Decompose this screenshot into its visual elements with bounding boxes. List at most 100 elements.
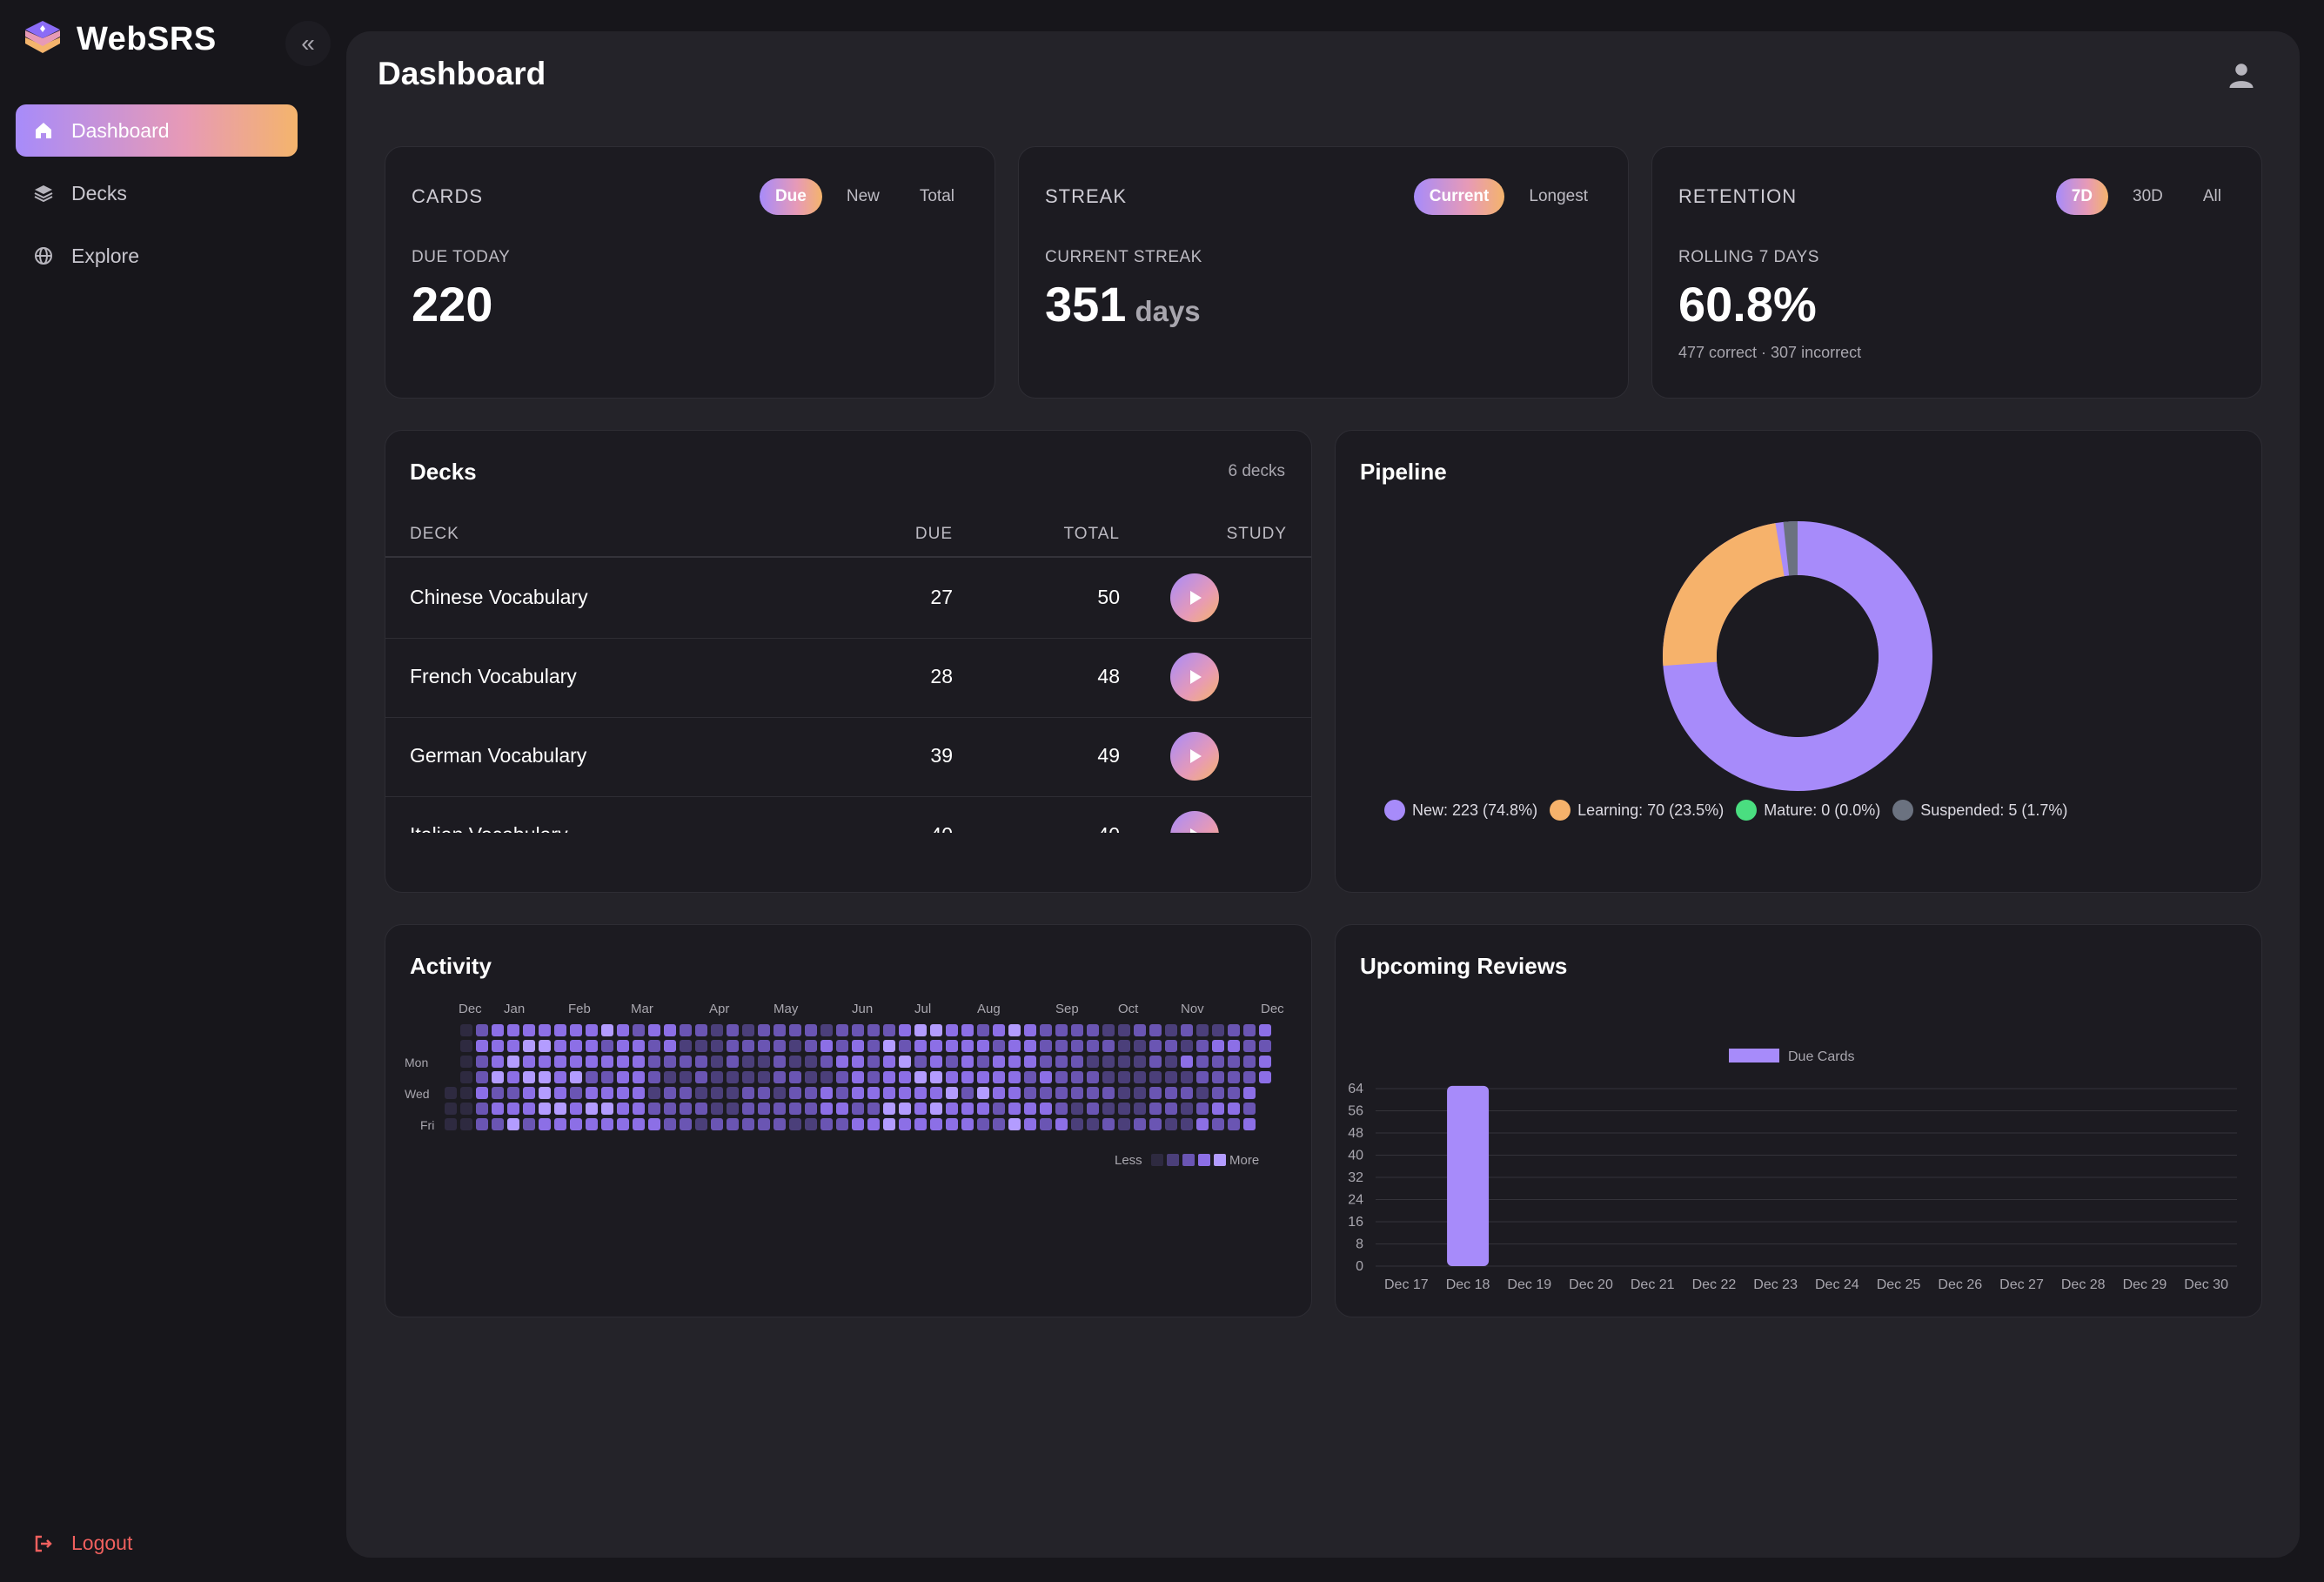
tab-new[interactable]: New (846, 187, 880, 205)
heatmap-cell[interactable] (664, 1071, 676, 1083)
heatmap-cell[interactable] (711, 1040, 723, 1052)
heatmap-cell[interactable] (633, 1056, 645, 1068)
heatmap-cell[interactable] (476, 1071, 488, 1083)
heatmap-cell[interactable] (1165, 1118, 1177, 1130)
heatmap-cell[interactable] (1134, 1024, 1146, 1036)
heatmap-cell[interactable] (1196, 1040, 1209, 1052)
heatmap-cell[interactable] (774, 1118, 786, 1130)
tab-all[interactable]: All (2202, 187, 2221, 205)
heatmap-cell[interactable] (1071, 1024, 1083, 1036)
heatmap-cell[interactable] (946, 1040, 958, 1052)
heatmap-cell[interactable] (445, 1087, 457, 1099)
heatmap-cell[interactable] (805, 1118, 817, 1130)
heatmap-cell[interactable] (977, 1056, 989, 1068)
heatmap-cell[interactable] (1118, 1118, 1130, 1130)
heatmap-cell[interactable] (492, 1087, 504, 1099)
heatmap-cell[interactable] (1149, 1040, 1162, 1052)
heatmap-cell[interactable] (680, 1040, 692, 1052)
heatmap-cell[interactable] (1040, 1118, 1052, 1130)
heatmap-cell[interactable] (633, 1024, 645, 1036)
heatmap-cell[interactable] (1243, 1024, 1256, 1036)
heatmap-cell[interactable] (523, 1087, 535, 1099)
heatmap-cell[interactable] (1259, 1056, 1271, 1068)
heatmap-cell[interactable] (492, 1040, 504, 1052)
heatmap-cell[interactable] (742, 1040, 754, 1052)
user-icon[interactable] (2226, 59, 2257, 90)
heatmap-cell[interactable] (1228, 1056, 1240, 1068)
heatmap-cell[interactable] (1071, 1071, 1083, 1083)
heatmap-cell[interactable] (1134, 1040, 1146, 1052)
deck-name[interactable]: Chinese Vocabulary (410, 586, 588, 608)
study-button[interactable] (1170, 573, 1219, 622)
heatmap-cell[interactable] (805, 1087, 817, 1099)
heatmap-cell[interactable] (1118, 1056, 1130, 1068)
heatmap-cell[interactable] (664, 1056, 676, 1068)
heatmap-cell[interactable] (1087, 1087, 1099, 1099)
heatmap-cell[interactable] (539, 1056, 551, 1068)
heatmap-cell[interactable] (742, 1024, 754, 1036)
heatmap-cell[interactable] (1212, 1024, 1224, 1036)
heatmap-cell[interactable] (1087, 1071, 1099, 1083)
heatmap-cell[interactable] (1165, 1024, 1177, 1036)
heatmap-cell[interactable] (492, 1071, 504, 1083)
heatmap-cell[interactable] (711, 1103, 723, 1115)
heatmap-cell[interactable] (836, 1103, 848, 1115)
heatmap-cell[interactable] (946, 1071, 958, 1083)
heatmap-cell[interactable] (460, 1118, 472, 1130)
heatmap-cell[interactable] (539, 1071, 551, 1083)
heatmap-cell[interactable] (460, 1087, 472, 1099)
heatmap-cell[interactable] (1055, 1118, 1068, 1130)
heatmap-cell[interactable] (867, 1024, 880, 1036)
heatmap-cell[interactable] (460, 1103, 472, 1115)
heatmap-cell[interactable] (805, 1040, 817, 1052)
heatmap-cell[interactable] (1087, 1024, 1099, 1036)
heatmap-cell[interactable] (993, 1024, 1005, 1036)
heatmap-cell[interactable] (930, 1118, 942, 1130)
heatmap-cell[interactable] (852, 1087, 864, 1099)
heatmap-cell[interactable] (993, 1118, 1005, 1130)
heatmap-cell[interactable] (1118, 1103, 1130, 1115)
heatmap-cell[interactable] (570, 1118, 582, 1130)
heatmap-cell[interactable] (1196, 1071, 1209, 1083)
heatmap-cell[interactable] (883, 1071, 895, 1083)
heatmap-cell[interactable] (570, 1103, 582, 1115)
heatmap-cell[interactable] (946, 1103, 958, 1115)
heatmap-cell[interactable] (539, 1087, 551, 1099)
heatmap-cell[interactable] (1212, 1071, 1224, 1083)
heatmap-cell[interactable] (836, 1087, 848, 1099)
heatmap-cell[interactable] (507, 1040, 519, 1052)
heatmap-cell[interactable] (711, 1056, 723, 1068)
heatmap-cell[interactable] (1212, 1118, 1224, 1130)
heatmap-cell[interactable] (1024, 1118, 1036, 1130)
heatmap-cell[interactable] (1008, 1040, 1021, 1052)
heatmap-cell[interactable] (1102, 1024, 1115, 1036)
tab-30d[interactable]: 30D (2133, 187, 2163, 205)
heatmap-cell[interactable] (507, 1087, 519, 1099)
heatmap-cell[interactable] (867, 1056, 880, 1068)
heatmap-cell[interactable] (695, 1056, 707, 1068)
heatmap-cell[interactable] (1149, 1118, 1162, 1130)
heatmap-cell[interactable] (930, 1071, 942, 1083)
heatmap-cell[interactable] (601, 1071, 613, 1083)
heatmap-cell[interactable] (993, 1040, 1005, 1052)
heatmap-cell[interactable] (476, 1024, 488, 1036)
heatmap-cell[interactable] (1212, 1103, 1224, 1115)
heatmap-cell[interactable] (1134, 1071, 1146, 1083)
heatmap-cell[interactable] (758, 1118, 770, 1130)
heatmap-cell[interactable] (633, 1071, 645, 1083)
heatmap-cell[interactable] (1071, 1056, 1083, 1068)
heatmap-cell[interactable] (1071, 1087, 1083, 1099)
heatmap-cell[interactable] (742, 1071, 754, 1083)
heatmap-cell[interactable] (617, 1040, 629, 1052)
heatmap-cell[interactable] (961, 1103, 974, 1115)
heatmap-cell[interactable] (1040, 1071, 1052, 1083)
heatmap-cell[interactable] (820, 1103, 833, 1115)
heatmap-cell[interactable] (554, 1087, 566, 1099)
heatmap-cell[interactable] (899, 1087, 911, 1099)
heatmap-cell[interactable] (633, 1087, 645, 1099)
heatmap-cell[interactable] (946, 1118, 958, 1130)
heatmap-cell[interactable] (523, 1056, 535, 1068)
heatmap-cell[interactable] (1181, 1040, 1193, 1052)
legend-item-new[interactable]: New: 223 (74.8%) (1384, 800, 1537, 821)
heatmap-cell[interactable] (774, 1071, 786, 1083)
